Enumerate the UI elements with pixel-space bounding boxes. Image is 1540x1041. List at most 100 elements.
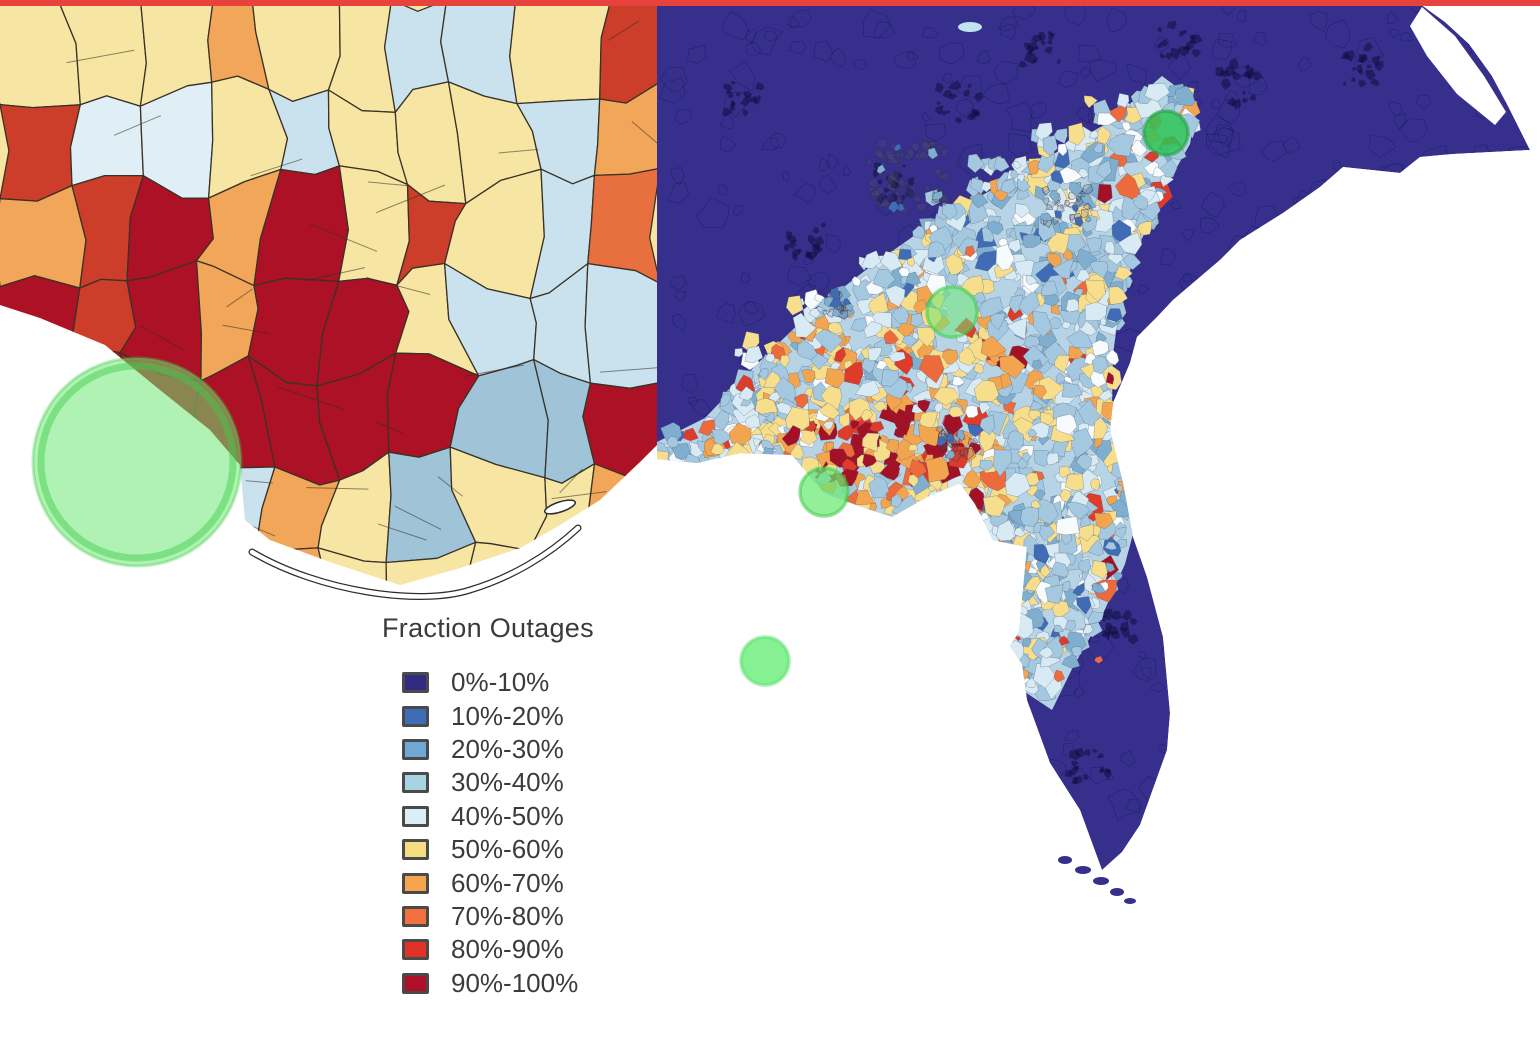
tract-shape [885, 438, 899, 454]
tract-mesh [1200, 191, 1225, 218]
tract-shape [861, 432, 881, 453]
coastal-sound [1410, 7, 1506, 125]
tract-shape [796, 340, 818, 360]
tract-shape [1022, 452, 1032, 463]
tract-mesh [929, 815, 938, 825]
tract-mesh [686, 965, 696, 976]
tract-mesh [938, 42, 965, 65]
county-shape [69, 95, 144, 187]
tract-mesh [1414, 556, 1438, 580]
tract-shape [964, 521, 982, 540]
tract-mesh [1513, 21, 1523, 32]
tract-mesh [787, 787, 804, 805]
legend-swatch [402, 672, 429, 694]
tract-mesh [765, 924, 786, 946]
tract-shape [1036, 154, 1055, 174]
tract-mesh [848, 831, 866, 855]
tract-shape [1004, 557, 1026, 574]
legend-swatch [402, 705, 429, 727]
tract-shape [1033, 384, 1047, 400]
legend-label: 20%-30% [451, 733, 564, 764]
tract-mesh [1024, 840, 1050, 864]
tract-mesh [1312, 511, 1345, 542]
tract-shape [979, 402, 992, 415]
tract-shape [981, 226, 995, 243]
tract-mesh [855, 991, 874, 1013]
tract-mesh [1176, 969, 1187, 982]
tract-mesh [1447, 196, 1459, 209]
tract-shape [850, 317, 869, 332]
tract-mesh [967, 732, 979, 741]
metro-tracts [822, 309, 828, 316]
tract-shape [988, 555, 1006, 574]
tract-mesh [670, 167, 685, 186]
legend-row: 80%-90% [378, 933, 594, 966]
tract-mesh [848, 974, 859, 984]
tract-mesh [1137, 933, 1152, 948]
tract-shape [1076, 596, 1092, 615]
tract-mesh [787, 913, 801, 931]
tract-shape [762, 446, 775, 457]
tract-shape [1111, 460, 1130, 479]
tract-shape [901, 335, 919, 347]
tract-mesh [835, 756, 854, 773]
tract-mesh [745, 586, 755, 598]
tract-mesh [1386, 877, 1409, 894]
tract-mesh [1438, 661, 1456, 680]
tract-shape [1015, 203, 1031, 219]
tract-shape [834, 347, 847, 363]
metro-tracts [872, 148, 884, 159]
tract-shape [964, 405, 979, 418]
tract-mesh [816, 718, 842, 742]
tract-mesh [788, 9, 812, 28]
tract-shape [837, 424, 854, 441]
tract-mesh [796, 660, 815, 678]
tract-mesh [976, 49, 991, 65]
tract-mesh [1359, 374, 1378, 397]
tract-shape [671, 442, 692, 461]
legend-swatch [402, 939, 429, 961]
tract-mesh [1324, 916, 1350, 947]
tract-mesh [799, 606, 808, 616]
tract-mesh [1359, 598, 1382, 623]
tract-mesh [671, 313, 686, 331]
tract-shape [872, 268, 896, 289]
metro-tracts [967, 437, 978, 447]
metro-tracts [903, 152, 914, 161]
tract-mesh [869, 830, 892, 850]
metro-tracts [1074, 196, 1084, 207]
tract-mesh [716, 1000, 740, 1023]
tract-shape [907, 443, 919, 452]
tract-mesh [1174, 933, 1180, 942]
tract-mesh [1230, 676, 1244, 687]
tract-shape [1008, 239, 1022, 253]
metro-tracts [885, 180, 899, 193]
metro-tracts [904, 185, 917, 197]
impact-circle-large [31, 356, 243, 568]
tract-mesh [1424, 200, 1437, 213]
tract-shape [917, 399, 931, 413]
county-shape [588, 463, 657, 574]
tract-shape [1097, 184, 1113, 204]
tract-mesh [918, 704, 929, 715]
county-shape [338, 165, 410, 286]
tract-shape [1091, 560, 1108, 580]
tract-shape [1089, 260, 1109, 279]
tract-mesh [738, 919, 756, 937]
tract-mesh [745, 29, 756, 45]
tract-mesh [1413, 250, 1431, 267]
tract-mesh [1235, 659, 1254, 676]
tract-shape [1027, 159, 1040, 175]
tract-mesh [1364, 445, 1386, 471]
tract-mesh [1263, 413, 1272, 422]
tract-mesh [1422, 274, 1444, 290]
legend-swatch [402, 805, 429, 827]
tract-shape [781, 425, 801, 447]
metro-tracts [923, 184, 931, 193]
tract-mesh [1124, 799, 1142, 813]
tract-mesh [827, 749, 837, 758]
tract-mesh [728, 61, 756, 92]
tract-shape [682, 427, 699, 442]
impact-circle [925, 285, 979, 339]
tract-mesh [1168, 841, 1187, 862]
